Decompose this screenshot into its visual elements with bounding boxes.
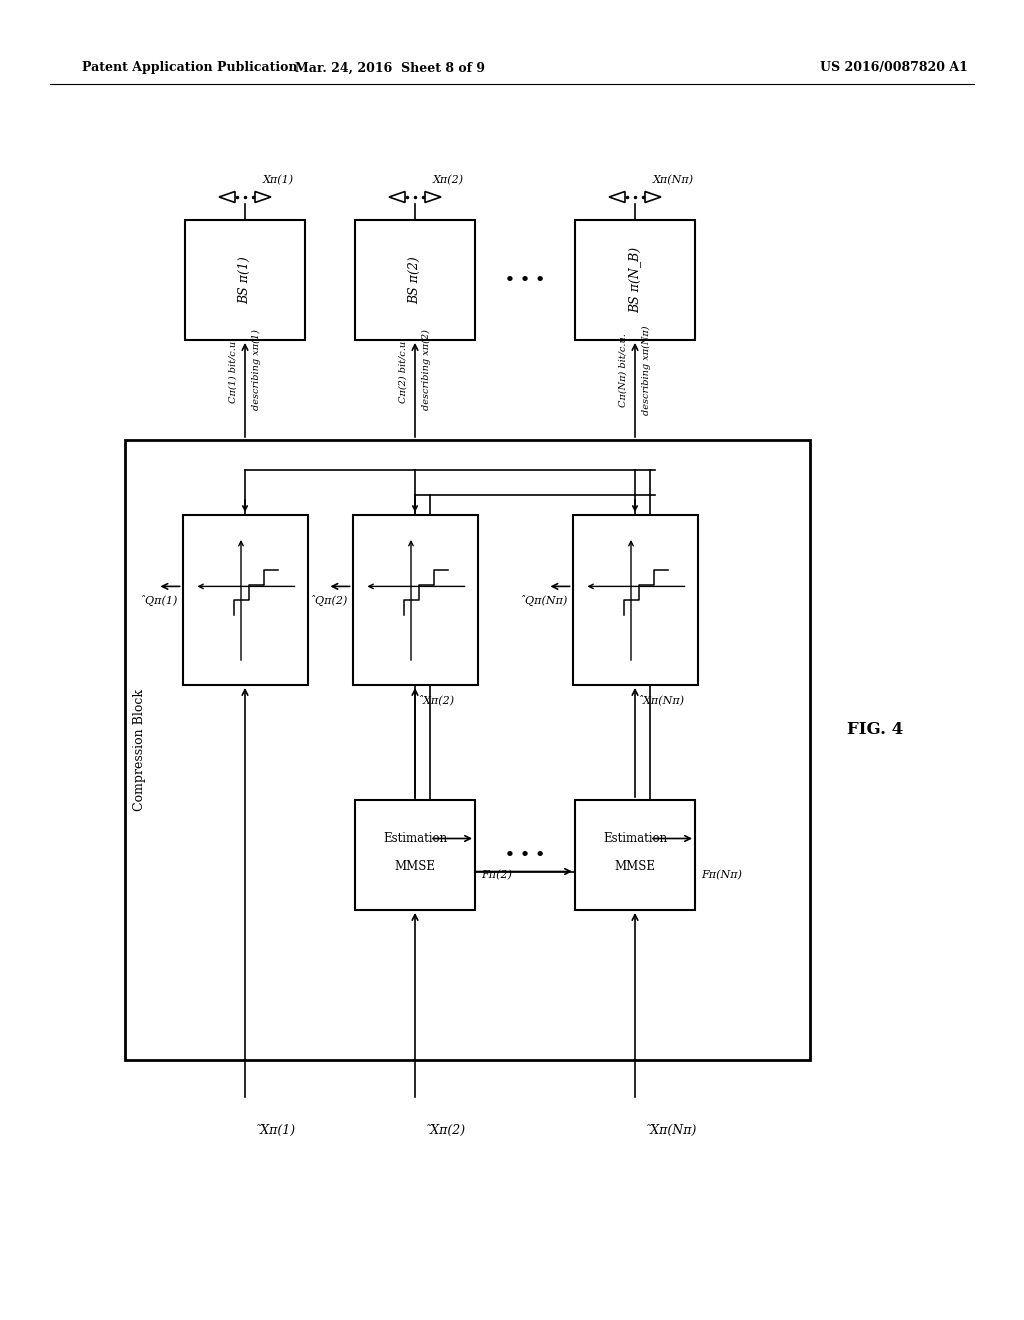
Bar [185, 220, 305, 341]
Bar [575, 220, 695, 341]
Text: ˜Xπ(1): ˜Xπ(1) [255, 1123, 296, 1137]
Text: BS π(N_B): BS π(N_B) [629, 247, 641, 313]
Text: Xπ(Nπ): Xπ(Nπ) [653, 174, 694, 185]
Bar [182, 515, 307, 685]
Bar [352, 515, 477, 685]
Text: Xπ(1): Xπ(1) [263, 174, 294, 185]
Text: Patent Application Publication: Patent Application Publication [82, 62, 298, 74]
Text: ̂Xπ(Nπ): ̂Xπ(Nπ) [643, 694, 684, 705]
Text: ˜Xπ(2): ˜Xπ(2) [425, 1123, 466, 1137]
Text: describing xπ(Nπ): describing xπ(Nπ) [642, 325, 651, 414]
Text: BS π(2): BS π(2) [409, 256, 422, 304]
Text: MMSE: MMSE [394, 859, 435, 873]
Text: Mar. 24, 2016  Sheet 8 of 9: Mar. 24, 2016 Sheet 8 of 9 [295, 62, 485, 74]
Text: ˜Xπ(Nπ): ˜Xπ(Nπ) [645, 1123, 697, 1137]
Text: • • •: • • • [505, 273, 545, 286]
Text: Compression Block: Compression Block [133, 689, 146, 810]
Bar [125, 440, 810, 1060]
Text: ̂Xπ(2): ̂Xπ(2) [423, 694, 454, 705]
Bar [355, 800, 475, 909]
Bar [575, 800, 695, 909]
Text: ̂Qπ(Nπ): ̂Qπ(Nπ) [525, 594, 567, 606]
Text: ̂Qπ(1): ̂Qπ(1) [145, 594, 177, 606]
Text: Fπ(Nπ): Fπ(Nπ) [701, 870, 742, 880]
Text: • • •: • • • [505, 847, 545, 862]
Text: describing xπ(2): describing xπ(2) [422, 330, 431, 411]
Text: describing xπ(1): describing xπ(1) [252, 330, 261, 411]
Text: Estimation: Estimation [603, 832, 667, 845]
Text: Cπ(Nπ) bit/c.u.: Cπ(Nπ) bit/c.u. [618, 333, 628, 407]
Text: BS π(1): BS π(1) [239, 256, 252, 304]
Text: MMSE: MMSE [614, 859, 655, 873]
Bar [355, 220, 475, 341]
Text: Cπ(1) bit/c.u.: Cπ(1) bit/c.u. [229, 338, 238, 403]
Text: US 2016/0087820 A1: US 2016/0087820 A1 [820, 62, 968, 74]
Text: ̂Qπ(2): ̂Qπ(2) [315, 594, 347, 606]
Text: FIG. 4: FIG. 4 [847, 722, 903, 738]
Text: Xπ(2): Xπ(2) [433, 174, 464, 185]
Text: Fπ(2): Fπ(2) [481, 870, 512, 880]
Bar [572, 515, 697, 685]
Text: Estimation: Estimation [383, 832, 447, 845]
Text: Cπ(2) bit/c.u.: Cπ(2) bit/c.u. [399, 338, 408, 403]
